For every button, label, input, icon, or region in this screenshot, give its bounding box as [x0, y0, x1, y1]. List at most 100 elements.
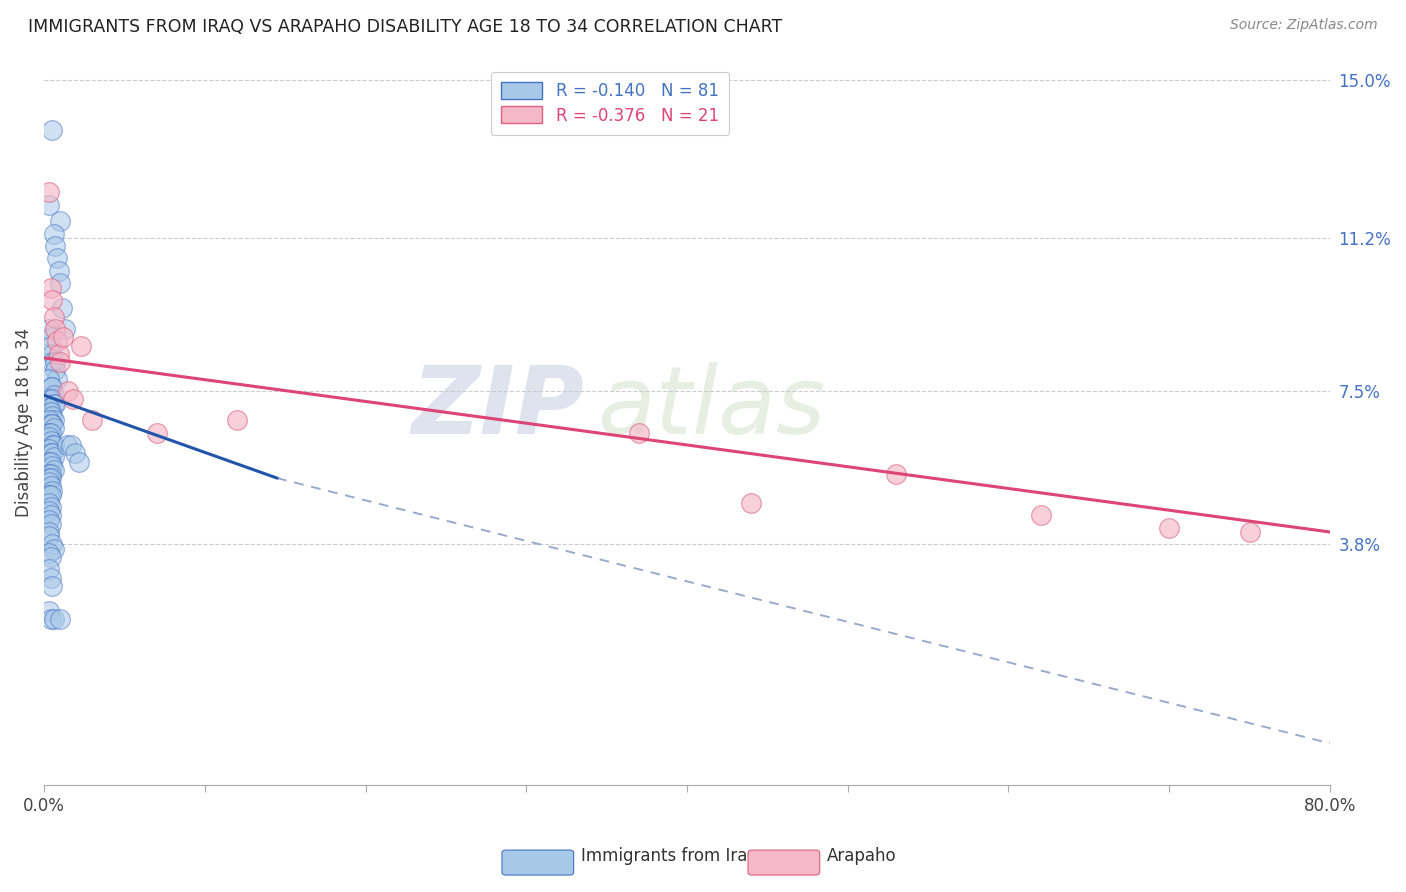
Point: [38, 454, 60, 468]
Point: [740, 496, 762, 510]
Point: [38, 413, 60, 427]
Point: [41, 537, 63, 551]
Point: [41, 347, 63, 361]
Point: [42, 396, 65, 410]
Point: [49, 277, 72, 291]
Point: [42, 227, 65, 241]
Point: [44, 363, 66, 377]
Point: [38, 372, 60, 386]
Point: [41, 483, 63, 498]
Point: [39, 434, 62, 448]
Point: [41, 579, 63, 593]
Point: [38, 430, 60, 444]
Point: [44, 355, 66, 369]
Point: [226, 413, 249, 427]
Point: [60, 438, 83, 452]
Point: [48, 347, 70, 361]
Point: [627, 425, 650, 440]
Point: [41, 417, 63, 432]
Point: [41, 446, 63, 460]
Point: [38, 604, 60, 618]
Point: [39, 488, 62, 502]
Point: [41, 458, 63, 473]
Point: [48, 264, 70, 278]
Point: [39, 500, 62, 515]
Text: Immigrants from Iraq: Immigrants from Iraq: [581, 847, 758, 865]
Point: [38, 322, 60, 336]
Point: [62, 392, 84, 407]
Point: [39, 479, 62, 493]
Point: [1159, 521, 1181, 535]
Point: [42, 310, 65, 324]
Point: [38, 471, 60, 485]
Text: Arapaho: Arapaho: [827, 847, 897, 865]
Point: [46, 372, 69, 386]
Point: [41, 355, 63, 369]
Text: ZIP: ZIP: [412, 361, 583, 454]
Point: [38, 546, 60, 560]
Point: [38, 562, 60, 576]
Point: [52, 330, 75, 344]
Point: [38, 496, 60, 510]
Point: [39, 330, 62, 344]
Point: [39, 454, 62, 468]
Point: [39, 425, 62, 440]
Point: [39, 338, 62, 352]
Point: [41, 409, 63, 423]
Point: [38, 512, 60, 526]
Point: [42, 463, 65, 477]
Legend: R = -0.140   N = 81, R = -0.376   N = 21: R = -0.140 N = 81, R = -0.376 N = 21: [491, 71, 728, 135]
Point: [38, 392, 60, 407]
Point: [38, 475, 60, 490]
Point: [58, 384, 80, 398]
Point: [884, 467, 907, 481]
Point: [39, 471, 62, 485]
Point: [42, 438, 65, 452]
Point: [39, 467, 62, 481]
Point: [39, 446, 62, 460]
Text: IMMIGRANTS FROM IRAQ VS ARAPAHO DISABILITY AGE 18 TO 34 CORRELATION CHART: IMMIGRANTS FROM IRAQ VS ARAPAHO DISABILI…: [28, 18, 782, 36]
Point: [44, 239, 66, 253]
Y-axis label: Disability Age 18 to 34: Disability Age 18 to 34: [15, 327, 32, 516]
Point: [49, 612, 72, 626]
Point: [70, 338, 93, 352]
Point: [41, 438, 63, 452]
Point: [69, 454, 91, 468]
Point: [38, 401, 60, 415]
Point: [44, 396, 66, 410]
Point: [49, 214, 72, 228]
Point: [63, 446, 86, 460]
Point: [38, 504, 60, 518]
Point: [39, 549, 62, 564]
Point: [145, 425, 167, 440]
Point: [42, 388, 65, 402]
Point: [42, 450, 65, 465]
Point: [39, 280, 62, 294]
Point: [42, 612, 65, 626]
Text: atlas: atlas: [598, 362, 825, 453]
Point: [41, 392, 63, 407]
Point: [42, 421, 65, 435]
Point: [82, 413, 104, 427]
Point: [39, 405, 62, 419]
Point: [44, 322, 66, 336]
Point: [41, 380, 63, 394]
Point: [1239, 524, 1261, 539]
Point: [38, 529, 60, 543]
Point: [51, 301, 73, 316]
Text: Source: ZipAtlas.com: Source: ZipAtlas.com: [1230, 18, 1378, 32]
Point: [46, 252, 69, 266]
Point: [41, 123, 63, 137]
Point: [39, 516, 62, 531]
Point: [38, 185, 60, 199]
Point: [1029, 508, 1052, 523]
Point: [38, 425, 60, 440]
Point: [38, 467, 60, 481]
Point: [39, 508, 62, 523]
Point: [39, 612, 62, 626]
Point: [55, 438, 77, 452]
Point: [39, 380, 62, 394]
Point: [38, 442, 60, 456]
Point: [39, 570, 62, 584]
Point: [38, 488, 60, 502]
